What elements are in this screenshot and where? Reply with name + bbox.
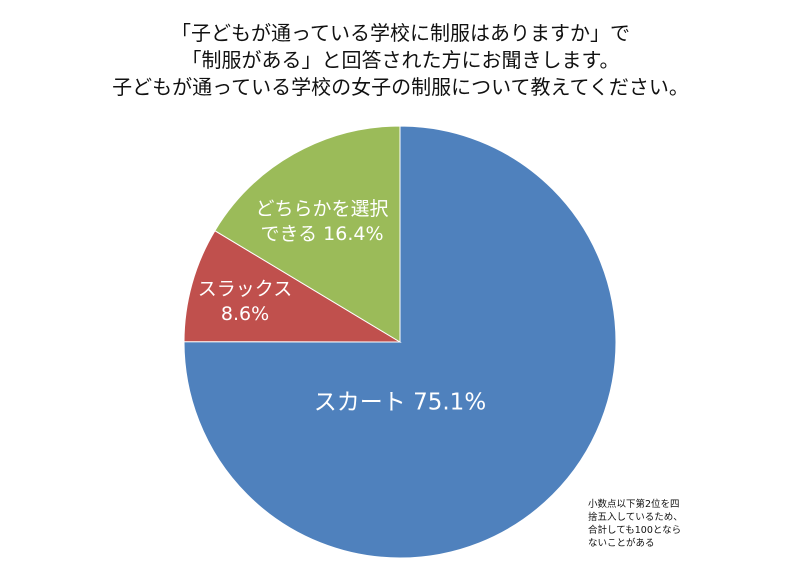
slice-label-either-line-2: できる 16.4% [260, 223, 383, 245]
slice-label-slacks: スラックス 8.6% [198, 278, 292, 325]
slice-label-either-line-1: どちらかを選択 [255, 198, 388, 220]
pie-slice-slacks [183, 230, 402, 343]
slice-label-slacks-line-1: スラックス [198, 278, 292, 300]
pie-slice-either [214, 125, 401, 343]
pie-slices [183, 125, 617, 559]
pie-slice-skirt [183, 125, 617, 559]
chart-title: 「子どもが通っている学校に制服はありますか」で 「制服がある」と回答された方にお… [0, 20, 801, 101]
note-line-4: ないことがある [588, 538, 655, 549]
title-line-3: 子どもが通っている学校の女子の制服について教えてください。 [112, 75, 689, 99]
title-line-2: 「制服がある」と回答された方にお聞きします。 [181, 48, 620, 72]
slice-label-slacks-line-2: 8.6% [221, 303, 269, 325]
slice-label-skirt-line-1: スカート 75.1% [314, 390, 486, 416]
note-line-1: 小数点以下第2位を四 [588, 499, 680, 510]
note-line-2: 捨五入しているため、 [588, 512, 683, 523]
title-line-1: 「子どもが通っている学校に制服はありますか」で [171, 21, 630, 45]
slice-label-skirt: スカート 75.1% [314, 390, 486, 416]
pie-slice-labels: スカート 75.1% スラックス 8.6% どちらかを選択できる 16.4% [198, 198, 486, 415]
note-line-3: 合計しても100となら [588, 525, 682, 536]
slice-label-either: どちらかを選択できる 16.4% [255, 198, 388, 245]
rounding-note: 小数点以下第2位を四 捨五入しているため、 合計しても100となら ないことがあ… [588, 498, 718, 550]
